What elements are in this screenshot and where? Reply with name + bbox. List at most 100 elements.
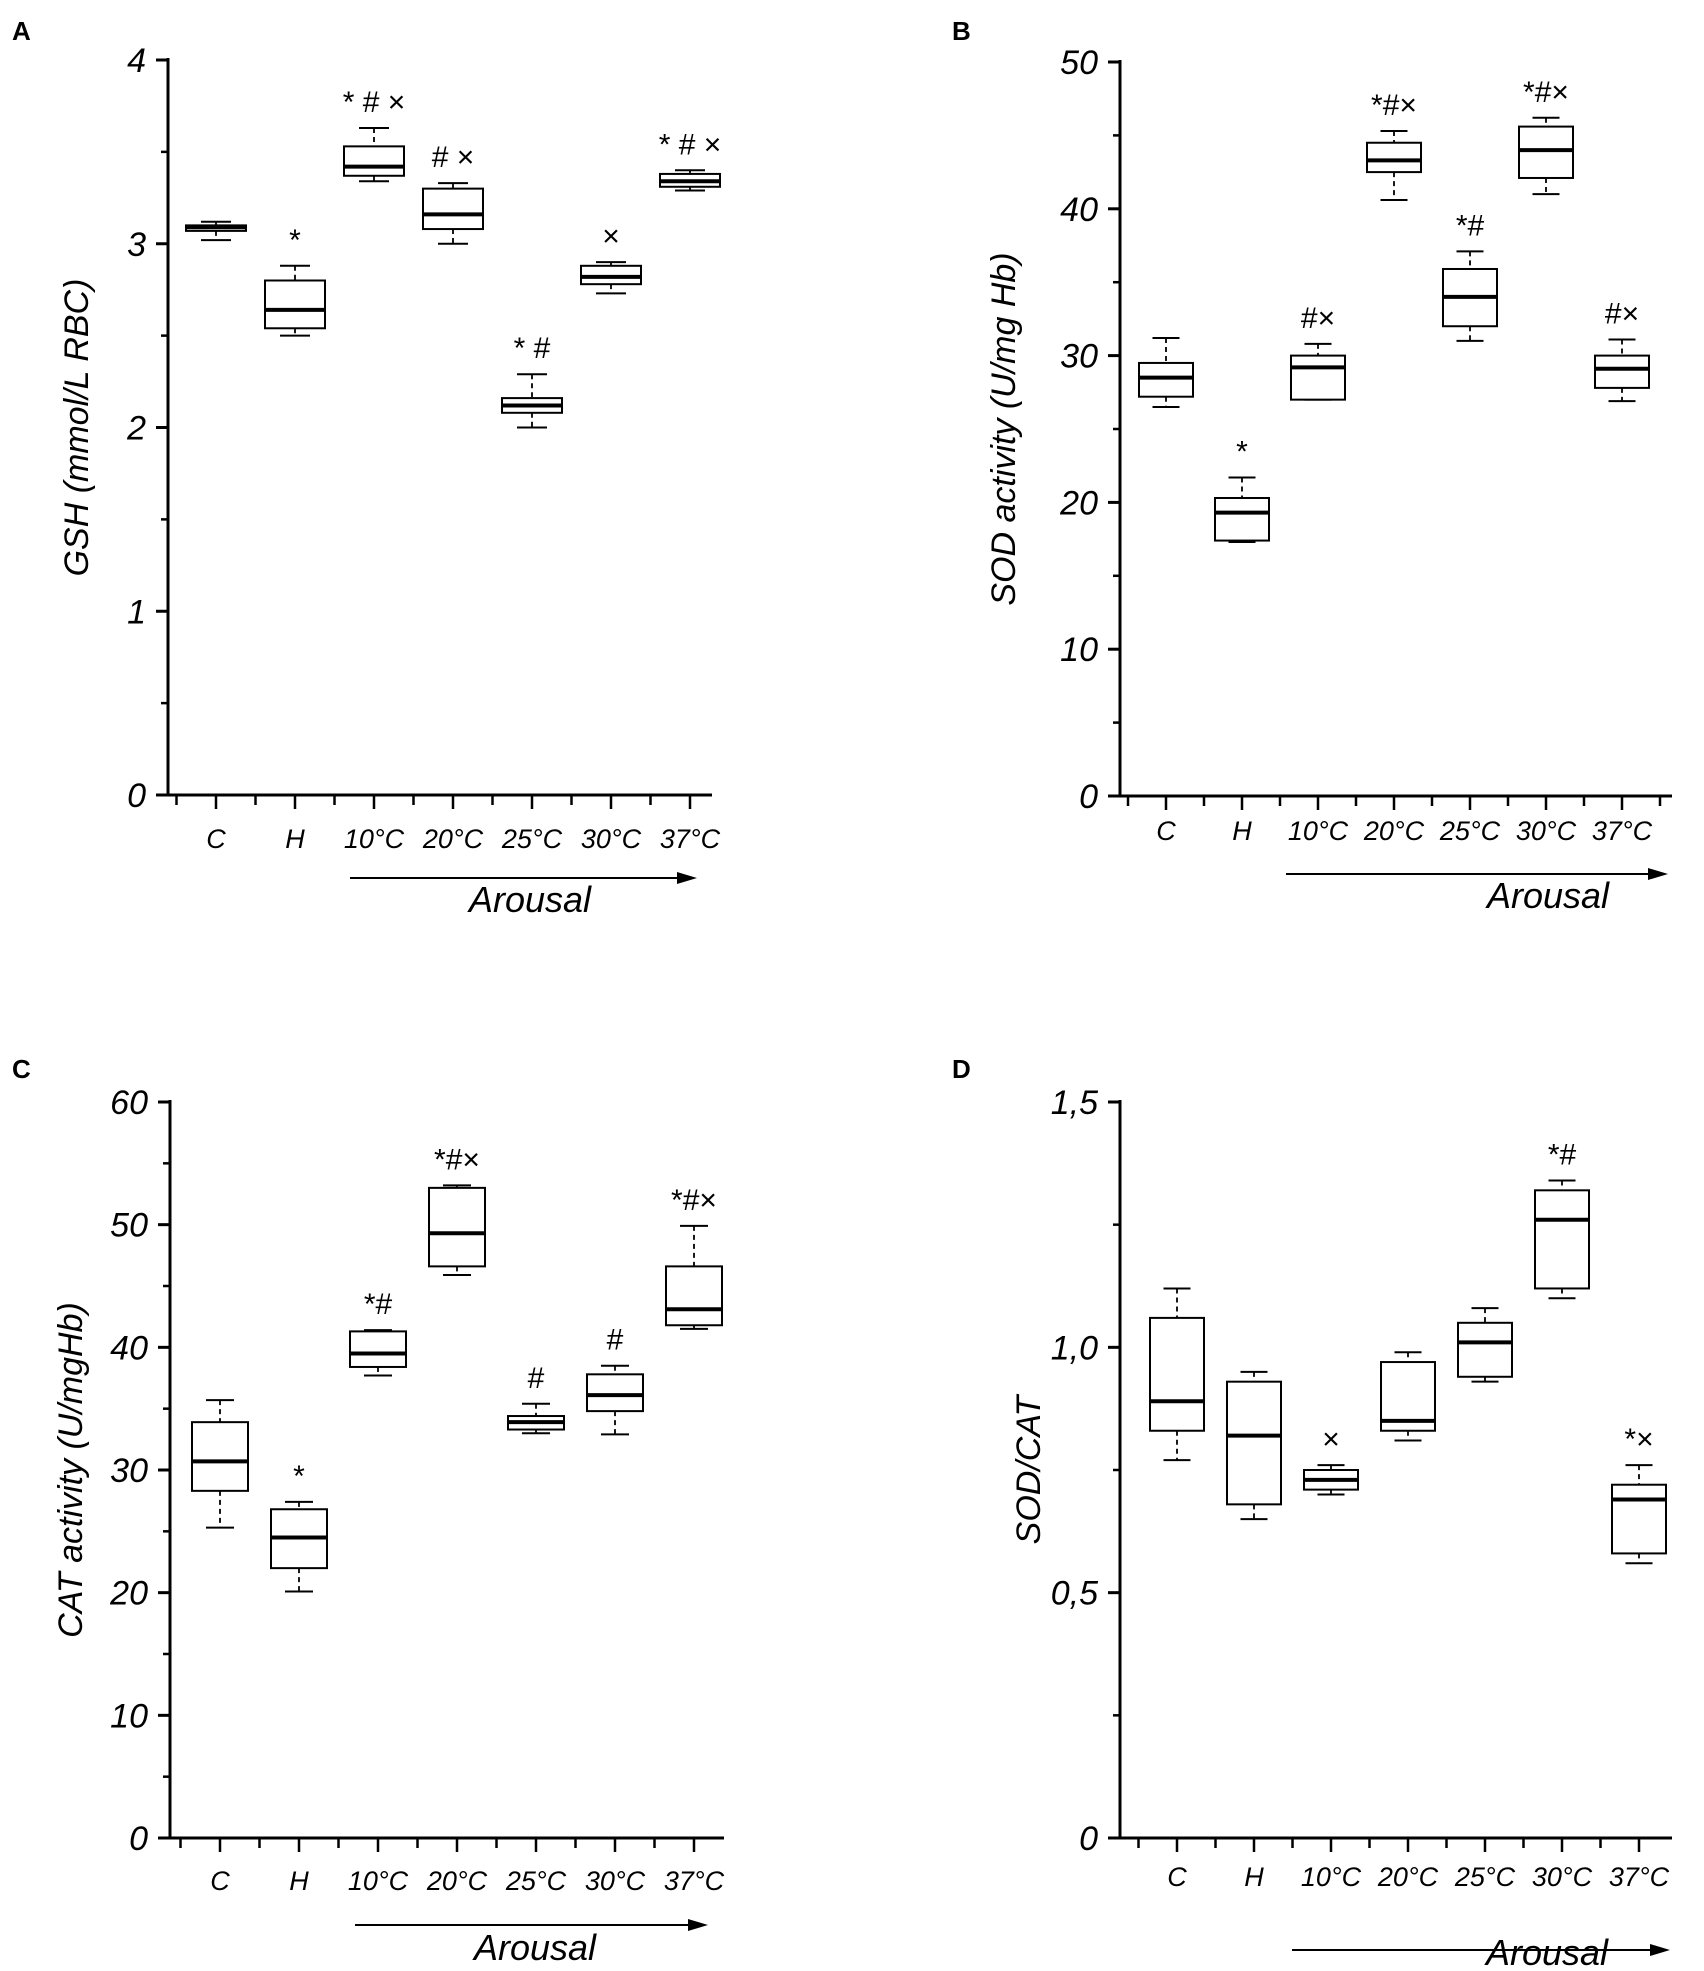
panel-b-box-5: *#	[1442, 209, 1498, 342]
panel-b-box-4: *#×	[1366, 89, 1422, 201]
panel-a-y-tick-label: 0	[127, 777, 146, 815]
panel-c-y-axis-label: CAT activity (U/mgHb)	[52, 1302, 90, 1638]
panel-a-y-tick-label: 4	[127, 42, 146, 80]
iqr-box	[665, 1265, 723, 1327]
panel-c-category-label: 37°C	[664, 1866, 725, 1896]
iqr-box	[1226, 1380, 1282, 1506]
panel-c-letter: C	[12, 1054, 31, 1084]
iqr-box	[1138, 361, 1194, 398]
iqr-box	[1594, 354, 1650, 389]
panel-c-y-tick-label: 10	[110, 1697, 148, 1735]
panel-b-y-axis-label: SOD activity (U/mg Hb)	[985, 252, 1023, 605]
panel-d: D 0 0,5 1,0 1,5 C H 10°C 20°C 25°C 30°C 37°C SOD/CA…	[952, 1054, 1672, 1971]
panel-d-box-3: ×	[1303, 1423, 1359, 1496]
iqr-box	[1457, 1321, 1513, 1378]
panel-b-category-label: H	[1232, 816, 1252, 846]
panel-a-category-label: 25°C	[501, 824, 563, 854]
panel-d-category-label: 25°C	[1454, 1862, 1516, 1892]
panel-c-box-2: *	[270, 1460, 328, 1593]
panel-a-box-4: # ×	[422, 141, 484, 245]
panel-c-box-3: *#	[349, 1288, 407, 1377]
panel-d-category-label: 10°C	[1301, 1862, 1362, 1892]
panel-d-y-tick-label: 0	[1079, 1820, 1098, 1858]
iqr-box	[586, 1373, 644, 1413]
panel-d-category-label: 37°C	[1609, 1862, 1670, 1892]
panel-a: A 0 1 2 3 4 C H 10°C 20°C 25°C 30°C 37°C GSH (mmol/L…	[12, 16, 721, 920]
panel-c: C 0 10 20 30 40 50 60 C H 10°C 20°C 25°C 30°C 37°C CAT…	[12, 1054, 725, 1968]
panel-d-significance-label: *×	[1624, 1423, 1653, 1456]
panel-d-significance-label: ×	[1322, 1423, 1340, 1456]
panel-d-letter: D	[952, 1054, 971, 1084]
panel-a-letter: A	[12, 16, 31, 46]
panel-c-category-label: 20°C	[426, 1866, 488, 1896]
panel-c-box-7: *#×	[665, 1184, 723, 1330]
iqr-box	[1518, 125, 1574, 179]
panel-a-box-7: * # ×	[659, 128, 721, 192]
panel-d-arousal-label: Arousal	[1484, 1932, 1609, 1971]
iqr-box	[1290, 354, 1346, 401]
panel-a-y-axis-label: GSH (mmol/L RBC)	[58, 279, 96, 577]
iqr-box	[264, 279, 326, 330]
panel-c-significance-label: *#	[364, 1288, 393, 1321]
panel-b-letter: B	[952, 16, 971, 46]
iqr-box	[343, 145, 405, 177]
panel-a-category-label: H	[285, 824, 305, 854]
iqr-box	[422, 187, 484, 231]
panel-c-y-tick-label: 0	[129, 1820, 148, 1858]
panel-a-arousal-label: Arousal	[467, 879, 592, 920]
panel-c-box-1	[191, 1399, 249, 1529]
panel-d-category-label: H	[1244, 1862, 1264, 1892]
panel-c-arousal-label: Arousal	[472, 1927, 597, 1968]
panel-a-significance-label: * # ×	[343, 86, 406, 119]
iqr-box	[191, 1421, 249, 1492]
panel-a-category-label: C	[206, 824, 226, 854]
panel-c-significance-label: *#×	[434, 1143, 480, 1176]
panel-b-category-label: 25°C	[1439, 816, 1501, 846]
iqr-box	[428, 1186, 486, 1268]
panel-a-box-1	[185, 220, 247, 242]
panel-c-y-tick-label: 20	[109, 1575, 148, 1613]
panel-b-arrow-head	[1648, 868, 1668, 880]
panel-d-y-axis-label: SOD/CAT	[1010, 1393, 1048, 1544]
panel-b-y-tick-label: 40	[1060, 191, 1098, 229]
panel-a-category-label: 30°C	[581, 824, 642, 854]
panel-c-y-tick-label: 40	[110, 1329, 148, 1367]
panel-c-category-label: 10°C	[348, 1866, 409, 1896]
panel-b-significance-label: *#×	[1523, 76, 1569, 109]
panel-a-significance-label: # ×	[432, 141, 475, 174]
panel-d-y-tick-label: 1,5	[1051, 1084, 1098, 1122]
panel-b-significance-label: #×	[1605, 297, 1639, 330]
panel-d-significance-label: *#	[1548, 1139, 1577, 1172]
panel-c-category-label: C	[210, 1866, 230, 1896]
panel-c-box-5: #	[507, 1362, 565, 1435]
panel-d-category-label: 30°C	[1532, 1862, 1593, 1892]
iqr-box	[1611, 1483, 1667, 1555]
panel-b-y-tick-label: 20	[1059, 484, 1098, 522]
panel-a-box-2: *	[264, 224, 326, 337]
panel-c-y-tick-label: 60	[110, 1084, 148, 1122]
panel-b-significance-label: #×	[1301, 302, 1335, 335]
panel-d-y-tick-label: 1,0	[1051, 1329, 1098, 1367]
panel-d-box-7: *×	[1611, 1423, 1667, 1565]
panel-b-box-2: *	[1214, 435, 1270, 544]
panel-a-category-label: 10°C	[344, 824, 405, 854]
panel-d-box-5	[1457, 1307, 1513, 1383]
iqr-box	[1149, 1316, 1205, 1432]
panel-b-category-label: C	[1156, 816, 1176, 846]
panel-b-significance-label: *#	[1456, 209, 1485, 242]
panel-b-y-tick-label: 10	[1060, 631, 1098, 669]
panel-b-significance-label: *#×	[1371, 89, 1417, 122]
panel-b-box-1	[1138, 336, 1194, 408]
panel-c-category-label: H	[289, 1866, 309, 1896]
panel-b-y-tick-label: 0	[1079, 778, 1098, 816]
iqr-box	[1534, 1189, 1590, 1290]
panel-b-category-label: 37°C	[1592, 816, 1653, 846]
panel-c-y-tick-label: 50	[110, 1207, 148, 1245]
panel-a-y-tick-label: 1	[127, 593, 146, 631]
panel-a-significance-label: * #	[514, 332, 551, 365]
panel-c-category-label: 30°C	[585, 1866, 646, 1896]
panel-b-arousal-label: Arousal	[1485, 875, 1610, 916]
panel-a-category-label: 37°C	[660, 824, 721, 854]
panel-d-box-2	[1226, 1370, 1282, 1521]
